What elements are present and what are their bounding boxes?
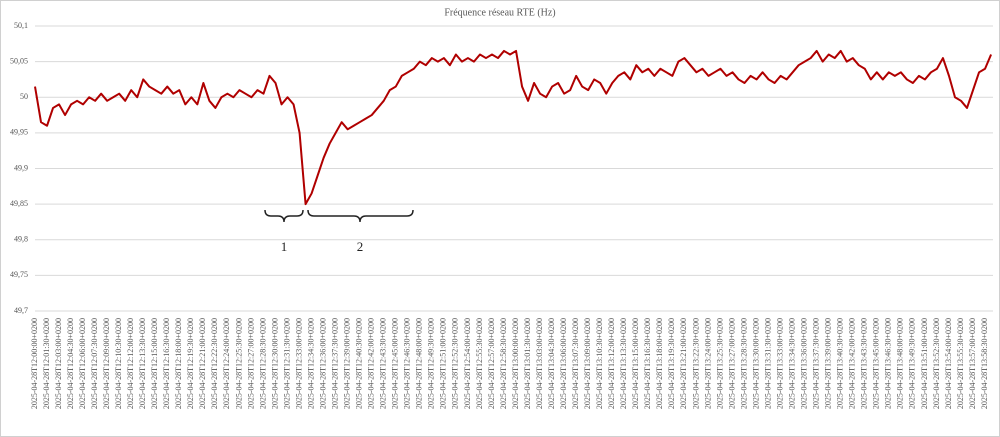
x-tick-label: 2025-04-28T12:15:00+0200 (150, 318, 159, 409)
x-tick-label: 2025-04-28T13:51:00+0200 (920, 318, 929, 409)
x-tick-label: 2025-04-28T12:21:00+0200 (198, 318, 207, 409)
x-tick-label: 2025-04-28T13:15:00+0200 (631, 318, 640, 409)
x-tick-label: 2025-04-28T12:39:00+0200 (343, 318, 352, 409)
x-tick-label: 2025-04-28T12:18:00+0200 (174, 318, 183, 409)
x-tick-label: 2025-04-28T13:49:30+0200 (908, 318, 917, 409)
x-tick-label: 2025-04-28T13:04:30+0200 (547, 318, 556, 409)
x-tick-label: 2025-04-28T12:40:30+0200 (355, 318, 364, 409)
annotation-braces (264, 209, 414, 223)
annotation: 2 (357, 239, 364, 254)
x-tick-label: 2025-04-28T13:22:30+0200 (691, 318, 700, 409)
x-tick-label: 2025-04-28T12:31:30+0200 (282, 318, 291, 409)
x-tick-label: 2025-04-28T12:13:30+0200 (138, 318, 147, 409)
x-tick-label: 2025-04-28T13:48:00+0200 (896, 318, 905, 409)
x-tick-label: 2025-04-28T12:42:00+0200 (367, 318, 376, 409)
x-tick-label: 2025-04-28T12:19:30+0200 (186, 318, 195, 409)
x-tick-label: 2025-04-28T12:27:00+0200 (246, 318, 255, 409)
x-tick-label: 2025-04-28T12:51:00+0200 (439, 318, 448, 409)
x-tick-label: 2025-04-28T13:40:30+0200 (836, 318, 845, 409)
x-tick-label: 2025-04-28T12:37:30+0200 (330, 318, 339, 409)
y-tick-label: 50,1 (14, 21, 28, 30)
x-tick-label: 2025-04-28T12:09:00+0200 (102, 318, 111, 409)
x-tick-label: 2025-04-28T12:00:00+0200 (30, 318, 39, 409)
x-tick-label: 2025-04-28T13:58:30+0200 (980, 318, 989, 409)
x-tick-label: 2025-04-28T13:39:00+0200 (824, 318, 833, 409)
x-tick-label: 2025-04-28T12:45:00+0200 (391, 318, 400, 409)
x-tick-label: 2025-04-28T12:49:30+0200 (427, 318, 436, 409)
brace-2 (307, 209, 414, 223)
x-tick-label: 2025-04-28T13:52:30+0200 (932, 318, 941, 409)
x-tick-label: 2025-04-28T13:18:00+0200 (655, 318, 664, 409)
x-tick-label: 2025-04-28T13:34:30+0200 (787, 318, 796, 409)
x-tick-label: 2025-04-28T13:10:30+0200 (595, 318, 604, 409)
annotation: 1 (281, 239, 288, 254)
x-tick-label: 2025-04-28T12:01:30+0200 (42, 318, 51, 409)
x-tick-label: 2025-04-28T13:00:00+0200 (511, 318, 520, 409)
brace-1 (264, 209, 304, 223)
x-tick-label: 2025-04-28T13:31:30+0200 (763, 318, 772, 409)
x-tick-label: 2025-04-28T13:25:30+0200 (715, 318, 724, 409)
x-tick-label: 2025-04-28T12:48:00+0200 (415, 318, 424, 409)
x-tick-label: 2025-04-28T13:36:00+0200 (799, 318, 808, 409)
x-tick-label: 2025-04-28T13:27:00+0200 (727, 318, 736, 409)
x-tick-label: 2025-04-28T12:03:00+0200 (54, 318, 63, 409)
x-tick-label: 2025-04-28T12:28:30+0200 (258, 318, 267, 409)
x-tick-label: 2025-04-28T12:55:30+0200 (475, 318, 484, 409)
x-tick-label: 2025-04-28T12:43:30+0200 (379, 318, 388, 409)
y-tick-label: 49,85 (10, 199, 28, 208)
x-tick-label: 2025-04-28T12:57:00+0200 (487, 318, 496, 409)
frequency-line (34, 49, 992, 206)
x-tick-label: 2025-04-28T12:06:00+0200 (78, 318, 87, 409)
x-tick-label: 2025-04-28T12:22:30+0200 (210, 318, 219, 409)
x-tick-label: 2025-04-28T13:57:00+0200 (968, 318, 977, 409)
x-tick-label: 2025-04-28T12:34:30+0200 (306, 318, 315, 409)
x-tick-label: 2025-04-28T12:16:30+0200 (162, 318, 171, 409)
x-tick-label: 2025-04-28T13:46:30+0200 (884, 318, 893, 409)
x-tick-label: 2025-04-28T12:33:00+0200 (294, 318, 303, 409)
x-tick-label: 2025-04-28T12:46:30+0200 (403, 318, 412, 409)
x-tick-label: 2025-04-28T13:16:30+0200 (643, 318, 652, 409)
x-tick-label: 2025-04-28T12:12:00+0200 (126, 318, 135, 409)
y-tick-label: 49,95 (10, 128, 28, 137)
x-tick-label: 2025-04-28T13:12:00+0200 (607, 318, 616, 409)
x-tick-label: 2025-04-28T13:09:00+0200 (583, 318, 592, 409)
x-tick-label: 2025-04-28T13:24:00+0200 (703, 318, 712, 409)
x-tick-label: 2025-04-28T12:54:00+0200 (463, 318, 472, 409)
x-tick-label: 2025-04-28T12:07:30+0200 (90, 318, 99, 409)
x-tick-label: 2025-04-28T13:28:30+0200 (739, 318, 748, 409)
x-tick-label: 2025-04-28T12:58:30+0200 (499, 318, 508, 409)
x-tick-label: 2025-04-28T12:30:00+0200 (270, 318, 279, 409)
x-tick-label: 2025-04-28T13:43:30+0200 (860, 318, 869, 409)
x-tick-label: 2025-04-28T13:19:30+0200 (667, 318, 676, 409)
x-tick-label: 2025-04-28T13:30:00+0200 (751, 318, 760, 409)
x-tick-label: 2025-04-28T13:54:00+0200 (944, 318, 953, 409)
chart-title: Fréquence réseau RTE (Hz) (444, 7, 555, 18)
x-tick-label: 2025-04-28T13:06:00+0200 (559, 318, 568, 409)
x-tick-label: 2025-04-28T13:07:30+0200 (571, 318, 580, 409)
y-tick-label: 49,9 (14, 163, 28, 172)
y-tick-label: 50 (20, 92, 28, 101)
x-tick-label: 2025-04-28T12:24:00+0200 (222, 318, 231, 409)
x-tick-label: 2025-04-28T12:36:00+0200 (318, 318, 327, 409)
x-tick-label: 2025-04-28T12:52:30+0200 (451, 318, 460, 409)
x-tick-label: 2025-04-28T13:45:00+0200 (872, 318, 881, 409)
x-tick-label: 2025-04-28T13:13:30+0200 (619, 318, 628, 409)
x-tick-label: 2025-04-28T13:37:30+0200 (812, 318, 821, 409)
y-tick-label: 50,05 (10, 56, 28, 65)
x-tick-label: 2025-04-28T13:21:00+0200 (679, 318, 688, 409)
x-tick-label: 2025-04-28T13:33:00+0200 (775, 318, 784, 409)
x-tick-label: 2025-04-28T13:55:30+0200 (956, 318, 965, 409)
x-tick-label: 2025-04-28T13:01:30+0200 (523, 318, 532, 409)
x-tick-label: 2025-04-28T13:03:00+0200 (535, 318, 544, 409)
x-tick-label: 2025-04-28T12:25:30+0200 (234, 318, 243, 409)
y-tick-label: 49,8 (14, 235, 28, 244)
y-tick-label: 49,7 (14, 306, 28, 315)
x-tick-label: 2025-04-28T13:42:00+0200 (848, 318, 857, 409)
y-tick-label: 49,75 (10, 270, 28, 279)
x-tick-label: 2025-04-28T12:10:30+0200 (114, 318, 123, 409)
x-tick-label: 2025-04-28T12:04:30+0200 (66, 318, 75, 409)
